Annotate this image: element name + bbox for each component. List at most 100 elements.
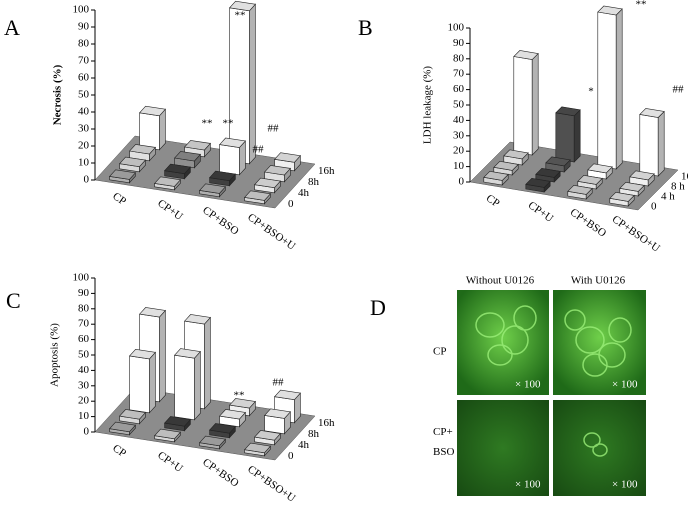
magnification: × 100 <box>515 379 541 391</box>
y-tick-label: 50 <box>453 99 465 111</box>
bar-top <box>483 170 509 181</box>
y-tick-label: 60 <box>78 333 90 345</box>
bar-top <box>154 176 181 187</box>
column-header: With U0126 <box>571 275 626 287</box>
bar <box>109 421 136 436</box>
bar-top <box>577 174 603 185</box>
x-tick-label: CP <box>484 192 502 210</box>
x-tick-label: CP <box>110 442 128 460</box>
y-tick-label: 100 <box>73 272 90 284</box>
bar <box>639 108 665 177</box>
row-label: CP+ BSO <box>433 426 454 458</box>
annotation: ** <box>202 118 213 130</box>
bar-front <box>174 354 195 421</box>
bar-top <box>199 183 226 194</box>
y-tick-label: 80 <box>78 38 90 50</box>
bar-side <box>615 8 623 170</box>
annotation: ** <box>235 10 246 22</box>
bar <box>229 0 256 165</box>
bar-top <box>525 177 551 188</box>
y-tick-label: 100 <box>448 22 465 34</box>
bar-top <box>219 409 246 420</box>
micrograph <box>553 290 646 395</box>
bar <box>154 176 181 191</box>
annotation: ## <box>273 377 285 389</box>
bar-side <box>573 109 581 163</box>
depth-label: 0 <box>651 201 657 213</box>
bar-top <box>174 348 201 359</box>
y-tick-label: 10 <box>78 157 90 169</box>
annotation: * <box>588 86 594 98</box>
bar-top <box>184 314 211 325</box>
bar-front <box>129 355 150 414</box>
bar <box>513 50 539 156</box>
bar <box>129 348 156 414</box>
bar-top <box>229 398 256 409</box>
depth-label: 0 <box>288 450 294 462</box>
panel-letter: A <box>4 15 20 40</box>
bar-front <box>639 114 659 177</box>
depth-label: 8h <box>308 428 320 440</box>
bar <box>119 409 146 425</box>
bar-top <box>503 149 529 160</box>
depth-label: 8 h <box>671 181 685 193</box>
annotation: ## <box>673 84 685 96</box>
depth-label: 4h <box>298 187 310 199</box>
bar <box>199 183 226 198</box>
y-tick-label: 10 <box>453 160 465 172</box>
bar <box>577 174 603 190</box>
y-tick-label: 40 <box>78 106 90 118</box>
bar-top <box>597 5 623 16</box>
y-tick-label: 70 <box>78 55 90 67</box>
bar <box>525 177 551 193</box>
bar-top <box>109 421 136 433</box>
bar-top <box>109 169 136 180</box>
bar-side <box>657 110 665 177</box>
bar-front <box>513 56 533 156</box>
bar <box>254 177 281 194</box>
depth-label: 8h <box>308 176 320 188</box>
y-tick-label: 40 <box>453 114 465 126</box>
y-tick-label: 60 <box>453 83 465 95</box>
bar-front <box>597 11 617 170</box>
y-tick-label: 80 <box>78 302 90 314</box>
bar <box>483 170 509 186</box>
bar <box>493 160 519 176</box>
bar <box>209 423 236 439</box>
bar-top <box>254 177 281 189</box>
cell-outlines <box>475 305 632 457</box>
annotation: ## <box>253 144 265 156</box>
bar <box>264 408 291 435</box>
magnification: × 100 <box>612 379 638 391</box>
bar-top <box>219 137 246 148</box>
bar-top <box>209 423 236 434</box>
bar-side <box>194 350 201 421</box>
y-axis-label: LDH leakage (%) <box>422 66 434 145</box>
annotation: ** <box>234 390 245 402</box>
x-tick-label: CP+BSO <box>200 456 241 489</box>
row-label: CP <box>433 346 446 358</box>
y-tick-label: 30 <box>78 123 90 135</box>
x-tick-label: CP+U <box>155 197 185 223</box>
bar-top <box>129 144 156 155</box>
panel-letter: D <box>370 295 386 320</box>
y-tick-label: 20 <box>78 395 90 407</box>
depth-label: 4 h <box>661 191 675 203</box>
bar-front <box>555 112 575 163</box>
bar <box>535 167 561 183</box>
micrograph <box>553 400 646 496</box>
depth-label: 0 <box>288 198 294 210</box>
y-tick-label: 10 <box>78 410 90 422</box>
bar-top <box>119 156 146 168</box>
x-tick-label: CP+U <box>526 199 556 225</box>
x-tick-label: CP+BSO+U <box>245 211 297 253</box>
x-tick-label: CP+BSO+U <box>245 463 297 505</box>
bar-top <box>493 160 519 171</box>
bar-top <box>274 389 301 401</box>
y-tick-label: 90 <box>78 287 90 299</box>
bar <box>119 156 146 173</box>
bar <box>219 137 246 176</box>
micrograph <box>457 400 549 496</box>
bar-top <box>139 307 166 318</box>
bar-side <box>159 309 166 403</box>
